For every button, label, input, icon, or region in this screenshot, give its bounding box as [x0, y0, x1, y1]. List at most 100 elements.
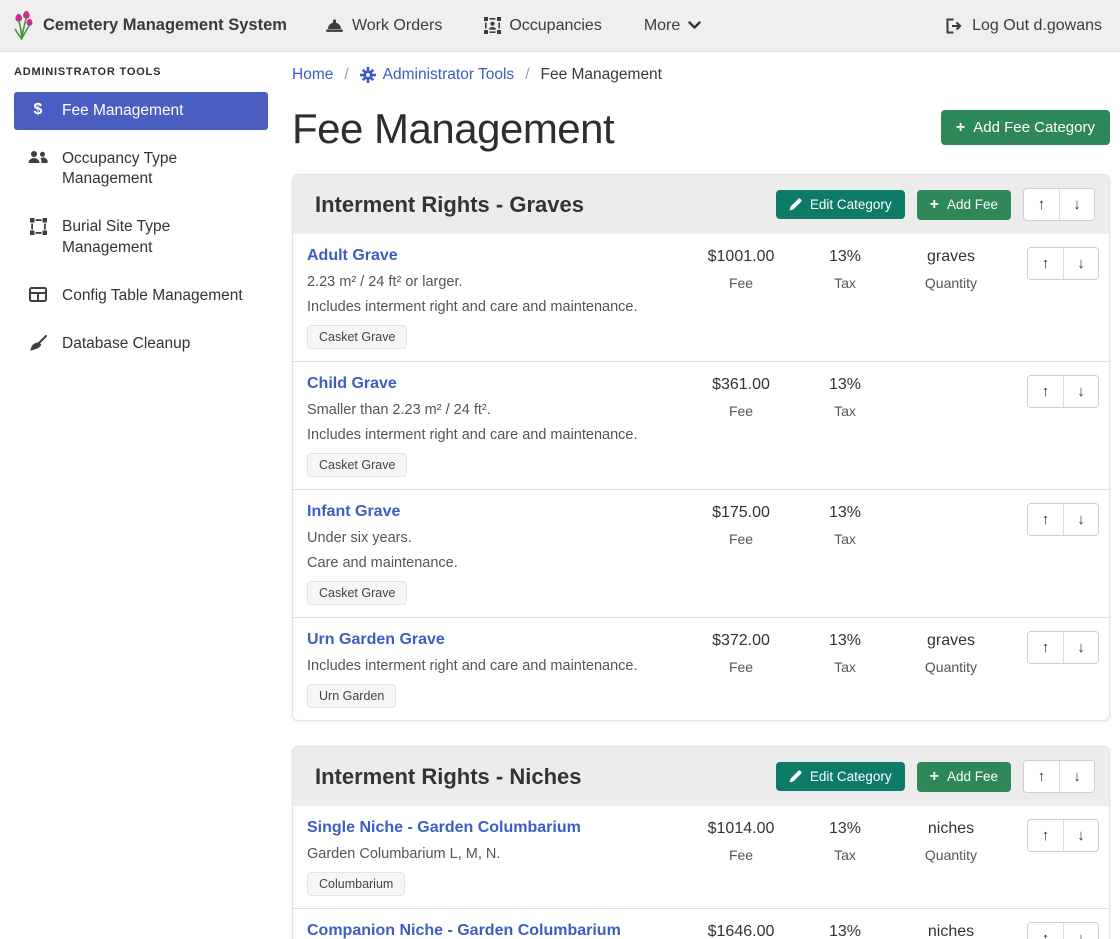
move-fee-up-button[interactable]: ↑ — [1028, 248, 1063, 279]
fee-reorder-group: ↑ ↓ — [1027, 631, 1099, 664]
nav-more-label: More — [644, 17, 680, 35]
move-fee-down-button[interactable]: ↓ — [1063, 376, 1098, 407]
fee-name-link[interactable]: Urn Garden Grave — [307, 631, 445, 649]
fee-row: Adult Grave 2.23 m² / 24 ft² or larger.I… — [293, 234, 1109, 361]
fee-categories-list: Interment Rights - Graves Edit Category … — [292, 174, 1110, 939]
fee-row: Urn Garden Grave Includes interment righ… — [293, 617, 1109, 720]
breadcrumb-separator: / — [525, 66, 529, 84]
move-fee-down-button[interactable]: ↓ — [1063, 632, 1098, 663]
move-category-down-button[interactable]: ↓ — [1059, 189, 1094, 220]
fee-name-link[interactable]: Child Grave — [307, 375, 397, 393]
quantity-label: Quantity — [895, 847, 1007, 863]
quantity-column: graves Quantity — [895, 631, 1007, 675]
add-fee-button[interactable]: + Add Fee — [917, 762, 1011, 792]
plus-icon: + — [956, 120, 965, 136]
logout-button[interactable]: Log Out d.gowans — [945, 17, 1102, 35]
move-fee-down-button[interactable]: ↓ — [1063, 820, 1098, 851]
sidebar-item-occupancy-type[interactable]: Occupancy Type Management — [14, 140, 268, 198]
fee-description: Garden Columbarium L, M, N. — [307, 846, 687, 862]
tax-value: 13% — [795, 631, 895, 650]
tax-label: Tax — [795, 403, 895, 419]
fee-name-link[interactable]: Infant Grave — [307, 503, 400, 521]
fee-amount-column: $1646.00 Fee — [687, 922, 795, 939]
logout-label: Log Out d.gowans — [972, 17, 1102, 35]
fee-name-link[interactable]: Adult Grave — [307, 247, 398, 265]
move-category-up-button[interactable]: ↑ — [1024, 761, 1059, 792]
people-icon — [28, 150, 48, 165]
move-fee-up-button[interactable]: ↑ — [1028, 376, 1063, 407]
fee-amount: $372.00 — [687, 631, 795, 650]
fee-category-card: Interment Rights - Graves Edit Category … — [292, 174, 1110, 721]
fee-amount-label: Fee — [687, 847, 795, 863]
breadcrumb-home-link[interactable]: Home — [292, 66, 333, 84]
fee-amount-label: Fee — [687, 275, 795, 291]
fee-info: Infant Grave Under six years.Care and ma… — [307, 503, 687, 605]
move-category-up-button[interactable]: ↑ — [1024, 189, 1059, 220]
fee-name-link[interactable]: Single Niche - Garden Columbarium — [307, 819, 581, 837]
nav-work-orders[interactable]: Work Orders — [325, 17, 442, 35]
fee-description: Care and maintenance. — [307, 555, 687, 571]
app-brand[interactable]: Cemetery Management System — [12, 11, 287, 40]
main-content: Home / — [280, 52, 1120, 939]
category-header: Interment Rights - Graves Edit Category … — [293, 175, 1109, 234]
sidebar: ADMINISTRATOR TOOLS $ Fee Management Occ… — [0, 52, 280, 373]
move-fee-down-button[interactable]: ↓ — [1063, 504, 1098, 535]
fee-row: Single Niche - Garden Columbarium Garden… — [293, 806, 1109, 908]
move-fee-up-button[interactable]: ↑ — [1028, 820, 1063, 851]
quantity-label: Quantity — [895, 275, 1007, 291]
fee-amount-label: Fee — [687, 531, 795, 547]
quantity-unit: graves — [895, 247, 1007, 266]
fee-rows: Single Niche - Garden Columbarium Garden… — [293, 806, 1109, 939]
quantity-column: graves Quantity — [895, 247, 1007, 291]
pencil-icon — [789, 770, 802, 783]
top-navbar: Cemetery Management System Work Orders — [0, 0, 1120, 52]
quantity-unit: graves — [895, 631, 1007, 650]
fee-category-card: Interment Rights - Niches Edit Category … — [292, 746, 1110, 939]
gear-icon — [360, 67, 376, 83]
fee-amount: $1014.00 — [687, 819, 795, 838]
move-fee-down-button[interactable]: ↓ — [1063, 923, 1098, 939]
add-fee-category-button[interactable]: + Add Fee Category — [941, 110, 1110, 145]
quantity-unit: niches — [895, 922, 1007, 939]
move-fee-up-button[interactable]: ↑ — [1028, 632, 1063, 663]
nav-occupancies[interactable]: Occupancies — [484, 17, 602, 35]
occupancy-frame-icon — [484, 17, 501, 34]
edit-category-button[interactable]: Edit Category — [776, 762, 905, 791]
move-fee-up-button[interactable]: ↑ — [1028, 504, 1063, 535]
fee-description: Includes interment right and care and ma… — [307, 658, 687, 674]
fee-info: Urn Garden Grave Includes interment righ… — [307, 631, 687, 708]
fee-name-link[interactable]: Companion Niche - Garden Columbarium — [307, 922, 621, 939]
fee-tag: Columbarium — [307, 872, 405, 896]
fee-amount-label: Fee — [687, 659, 795, 675]
edit-category-button[interactable]: Edit Category — [776, 190, 905, 219]
tax-label: Tax — [795, 659, 895, 675]
fee-reorder-group: ↑ ↓ — [1027, 247, 1099, 280]
add-fee-button[interactable]: + Add Fee — [917, 190, 1011, 220]
quantity-column: niches Quantity — [895, 922, 1007, 939]
plus-icon: + — [930, 197, 939, 213]
breadcrumb-current: Fee Management — [541, 66, 663, 84]
sidebar-item-database-cleanup[interactable]: Database Cleanup — [14, 325, 268, 363]
sidebar-item-fee-management[interactable]: $ Fee Management — [14, 92, 268, 130]
move-fee-down-button[interactable]: ↓ — [1063, 248, 1098, 279]
fee-tag: Casket Grave — [307, 581, 407, 605]
sidebar-item-burial-site-type[interactable]: Burial Site Type Management — [14, 208, 268, 266]
breadcrumb-admin-tools-link[interactable]: Administrator Tools — [360, 66, 515, 84]
fee-tag: Casket Grave — [307, 453, 407, 477]
nav-more[interactable]: More — [644, 17, 701, 35]
tax-label: Tax — [795, 275, 895, 291]
fee-description: Includes interment right and care and ma… — [307, 299, 687, 315]
move-category-down-button[interactable]: ↓ — [1059, 761, 1094, 792]
fee-info: Companion Niche - Garden Columbarium Gar… — [307, 922, 687, 939]
plus-icon: + — [930, 769, 939, 785]
tax-value: 13% — [795, 375, 895, 394]
breadcrumb: Home / — [292, 66, 1110, 84]
sidebar-item-config-table[interactable]: Config Table Management — [14, 277, 268, 315]
hard-hat-icon — [325, 18, 344, 34]
fee-descriptions: Garden Columbarium L, M, N. — [307, 846, 687, 862]
nav-links: Work Orders — [325, 17, 701, 35]
move-fee-up-button[interactable]: ↑ — [1028, 923, 1063, 939]
fee-amount: $175.00 — [687, 503, 795, 522]
tax-value: 13% — [795, 819, 895, 838]
fee-info: Child Grave Smaller than 2.23 m² / 24 ft… — [307, 375, 687, 477]
